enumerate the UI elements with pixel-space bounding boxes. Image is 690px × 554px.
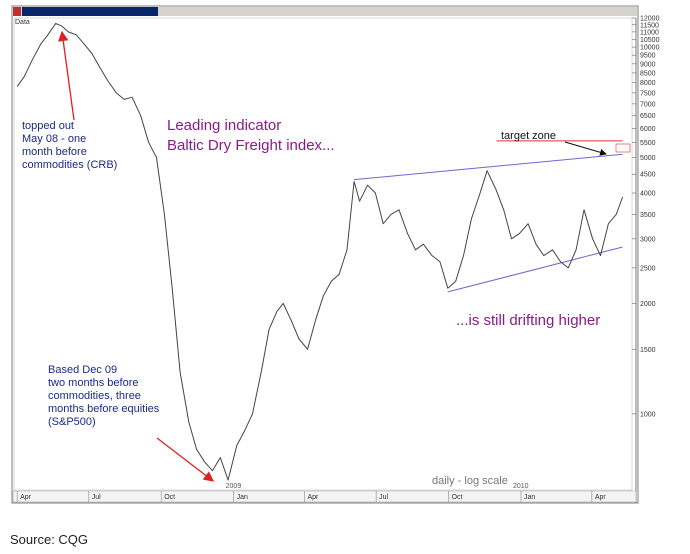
annotation-based: Based Dec 09 two months before commoditi… bbox=[48, 364, 162, 428]
x-tick-label: Jul bbox=[92, 494, 101, 501]
plot-area bbox=[13, 17, 633, 491]
y-tick-label: 4500 bbox=[640, 172, 656, 179]
y-tick-label: 3500 bbox=[640, 212, 656, 219]
chart-subtitle: Baltic Dry Freight index... bbox=[167, 137, 335, 154]
arrow-target-zone bbox=[564, 141, 607, 156]
annotation-topped-line-1: topped out bbox=[22, 120, 74, 132]
year-label: 2009 bbox=[226, 483, 242, 490]
x-tick-label: Apr bbox=[20, 494, 32, 501]
y-tick-label: 6500 bbox=[640, 113, 656, 120]
y-tick-label: 9500 bbox=[640, 53, 656, 60]
trendline-lower bbox=[447, 246, 623, 293]
x-tick-label: Apr bbox=[307, 494, 319, 501]
y-tick-label: 10500 bbox=[640, 37, 660, 44]
annotation-drifting: ...is still drifting higher bbox=[456, 312, 600, 329]
x-axis-ticks: Apr Jul Oct Jan Apr Jul Oct Jan Apr 2009 2010 bbox=[16, 483, 607, 502]
x-tick-label: Jan bbox=[524, 494, 535, 501]
y-tick-label: 2500 bbox=[640, 265, 656, 272]
y-tick-label: 8000 bbox=[640, 80, 656, 87]
x-axis-strip bbox=[12, 490, 637, 503]
year-label: 2010 bbox=[513, 483, 529, 490]
x-tick-label: Jan bbox=[237, 494, 248, 501]
annotation-topped-line-4: commodities (CRB) bbox=[22, 159, 117, 171]
scale-note: daily - log scale bbox=[432, 475, 508, 487]
annotation-based-line-2: two months before bbox=[48, 377, 139, 389]
y-tick-label: 7500 bbox=[640, 90, 656, 97]
y-tick-label: 8500 bbox=[640, 70, 656, 77]
annotation-based-line-3: commodities, three bbox=[48, 390, 141, 402]
y-tick-label: 1500 bbox=[640, 347, 656, 354]
y-tick-label: 5000 bbox=[640, 155, 656, 162]
series-lines bbox=[16, 22, 624, 481]
target-marker bbox=[615, 143, 631, 153]
annotation-topped-line-2: May 08 - one bbox=[22, 133, 86, 145]
y-tick-label: 10000 bbox=[640, 45, 660, 52]
y-tick-label: 2000 bbox=[640, 301, 656, 308]
title-bar[interactable] bbox=[13, 7, 637, 16]
y-tick-label: 6000 bbox=[640, 126, 656, 133]
trendlines bbox=[354, 140, 623, 293]
annotation-topped-line-3: month before bbox=[22, 146, 87, 158]
x-tick-label: Apr bbox=[595, 494, 607, 501]
trendline-upper bbox=[354, 153, 623, 181]
y-tick-label: 11000 bbox=[640, 29, 659, 36]
series-line-baltic-dry bbox=[16, 22, 624, 481]
y-tick-label: 3000 bbox=[640, 236, 656, 243]
y-tick-label: 4000 bbox=[640, 191, 656, 198]
window-frame bbox=[11, 5, 639, 504]
y-tick-label: 11500 bbox=[640, 22, 659, 29]
annotation-target-zone: target zone bbox=[501, 130, 556, 142]
y-tick-label: 1000 bbox=[640, 411, 656, 418]
y-tick-label: 9000 bbox=[640, 61, 656, 68]
x-tick-label: Oct bbox=[452, 494, 463, 501]
window-menu-icon[interactable] bbox=[13, 7, 21, 16]
y-tick-label: 7000 bbox=[640, 101, 656, 108]
arrow-based bbox=[156, 437, 215, 482]
x-tick-label: Jul bbox=[379, 494, 388, 501]
source-caption: Source: CQG bbox=[10, 532, 89, 547]
annotation-based-line-1: Based Dec 09 bbox=[48, 364, 117, 376]
annotation-topped-out: topped out May 08 - one month before com… bbox=[22, 120, 117, 171]
annotation-based-line-4: months before equities bbox=[48, 403, 160, 415]
arrow-topped-out bbox=[58, 30, 75, 121]
y-tick-label: 5500 bbox=[640, 140, 656, 147]
x-tick-label: Oct bbox=[164, 494, 175, 501]
annotation-based-line-5: (S&P500) bbox=[48, 416, 96, 428]
title-bar-active bbox=[22, 7, 158, 16]
chart-title: Leading indicator bbox=[167, 117, 281, 134]
data-badge: Data bbox=[15, 19, 30, 26]
y-tick-label: 12000 bbox=[640, 16, 660, 23]
